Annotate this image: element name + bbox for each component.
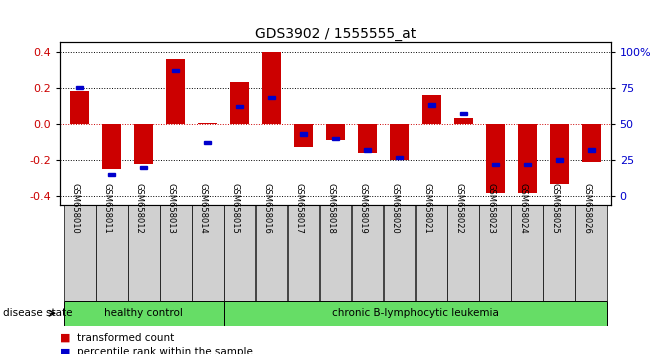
Bar: [460, 112, 467, 115]
Bar: [127, 205, 160, 301]
Text: GSM658014: GSM658014: [199, 183, 207, 234]
Text: GSM658016: GSM658016: [262, 183, 272, 234]
Text: GSM658019: GSM658019: [358, 183, 368, 234]
Bar: [223, 301, 607, 326]
Bar: [172, 69, 179, 72]
Text: GSM658026: GSM658026: [582, 183, 591, 234]
Bar: [396, 155, 403, 159]
Bar: [588, 148, 595, 152]
Text: ■: ■: [60, 333, 71, 343]
Bar: [76, 86, 83, 89]
Bar: [64, 301, 223, 326]
Text: healthy control: healthy control: [104, 308, 183, 318]
Bar: [223, 205, 256, 301]
Text: percentile rank within the sample: percentile rank within the sample: [77, 347, 253, 354]
Bar: [544, 205, 576, 301]
Bar: [230, 82, 249, 124]
Bar: [511, 205, 544, 301]
Bar: [300, 132, 307, 136]
Text: GSM658023: GSM658023: [486, 183, 495, 234]
Bar: [422, 95, 441, 124]
Bar: [134, 124, 153, 164]
Bar: [204, 141, 211, 144]
Bar: [582, 124, 601, 162]
Bar: [262, 52, 281, 124]
Bar: [448, 205, 479, 301]
Bar: [256, 205, 287, 301]
Bar: [326, 124, 345, 140]
Bar: [524, 163, 531, 166]
Bar: [95, 205, 127, 301]
Bar: [518, 124, 537, 193]
Bar: [102, 124, 121, 169]
Bar: [192, 205, 223, 301]
Bar: [454, 119, 473, 124]
Bar: [352, 205, 383, 301]
Bar: [390, 124, 409, 160]
Bar: [198, 123, 217, 124]
Bar: [415, 205, 448, 301]
Bar: [166, 59, 185, 124]
Bar: [108, 173, 115, 176]
Bar: [288, 205, 319, 301]
Text: ■: ■: [60, 347, 71, 354]
Text: GSM658021: GSM658021: [423, 183, 431, 234]
Text: GSM658013: GSM658013: [166, 183, 176, 234]
Text: GSM658017: GSM658017: [295, 183, 303, 234]
Bar: [576, 205, 607, 301]
Text: GSM658010: GSM658010: [70, 183, 80, 234]
Text: GSM658012: GSM658012: [135, 183, 144, 234]
Bar: [428, 103, 435, 107]
Bar: [64, 205, 95, 301]
Bar: [492, 163, 499, 166]
Text: disease state: disease state: [3, 308, 73, 318]
Bar: [294, 124, 313, 147]
Bar: [268, 96, 275, 99]
Bar: [160, 205, 191, 301]
Text: GSM658011: GSM658011: [103, 183, 111, 234]
Bar: [364, 148, 371, 152]
Bar: [556, 159, 563, 162]
Bar: [358, 124, 377, 153]
Text: transformed count: transformed count: [77, 333, 174, 343]
Bar: [332, 137, 339, 140]
Bar: [319, 205, 352, 301]
Bar: [384, 205, 415, 301]
Text: GSM658018: GSM658018: [327, 183, 336, 234]
Text: GSM658025: GSM658025: [550, 183, 560, 234]
Bar: [236, 105, 243, 108]
Bar: [480, 205, 511, 301]
Bar: [486, 124, 505, 193]
Title: GDS3902 / 1555555_at: GDS3902 / 1555555_at: [255, 28, 416, 41]
Text: GSM658015: GSM658015: [231, 183, 240, 234]
Bar: [550, 124, 569, 184]
Bar: [70, 91, 89, 124]
Bar: [140, 166, 147, 169]
Text: GSM658024: GSM658024: [519, 183, 527, 234]
Text: chronic B-lymphocytic leukemia: chronic B-lymphocytic leukemia: [332, 308, 499, 318]
Text: GSM658022: GSM658022: [454, 183, 464, 234]
Text: GSM658020: GSM658020: [391, 183, 399, 234]
